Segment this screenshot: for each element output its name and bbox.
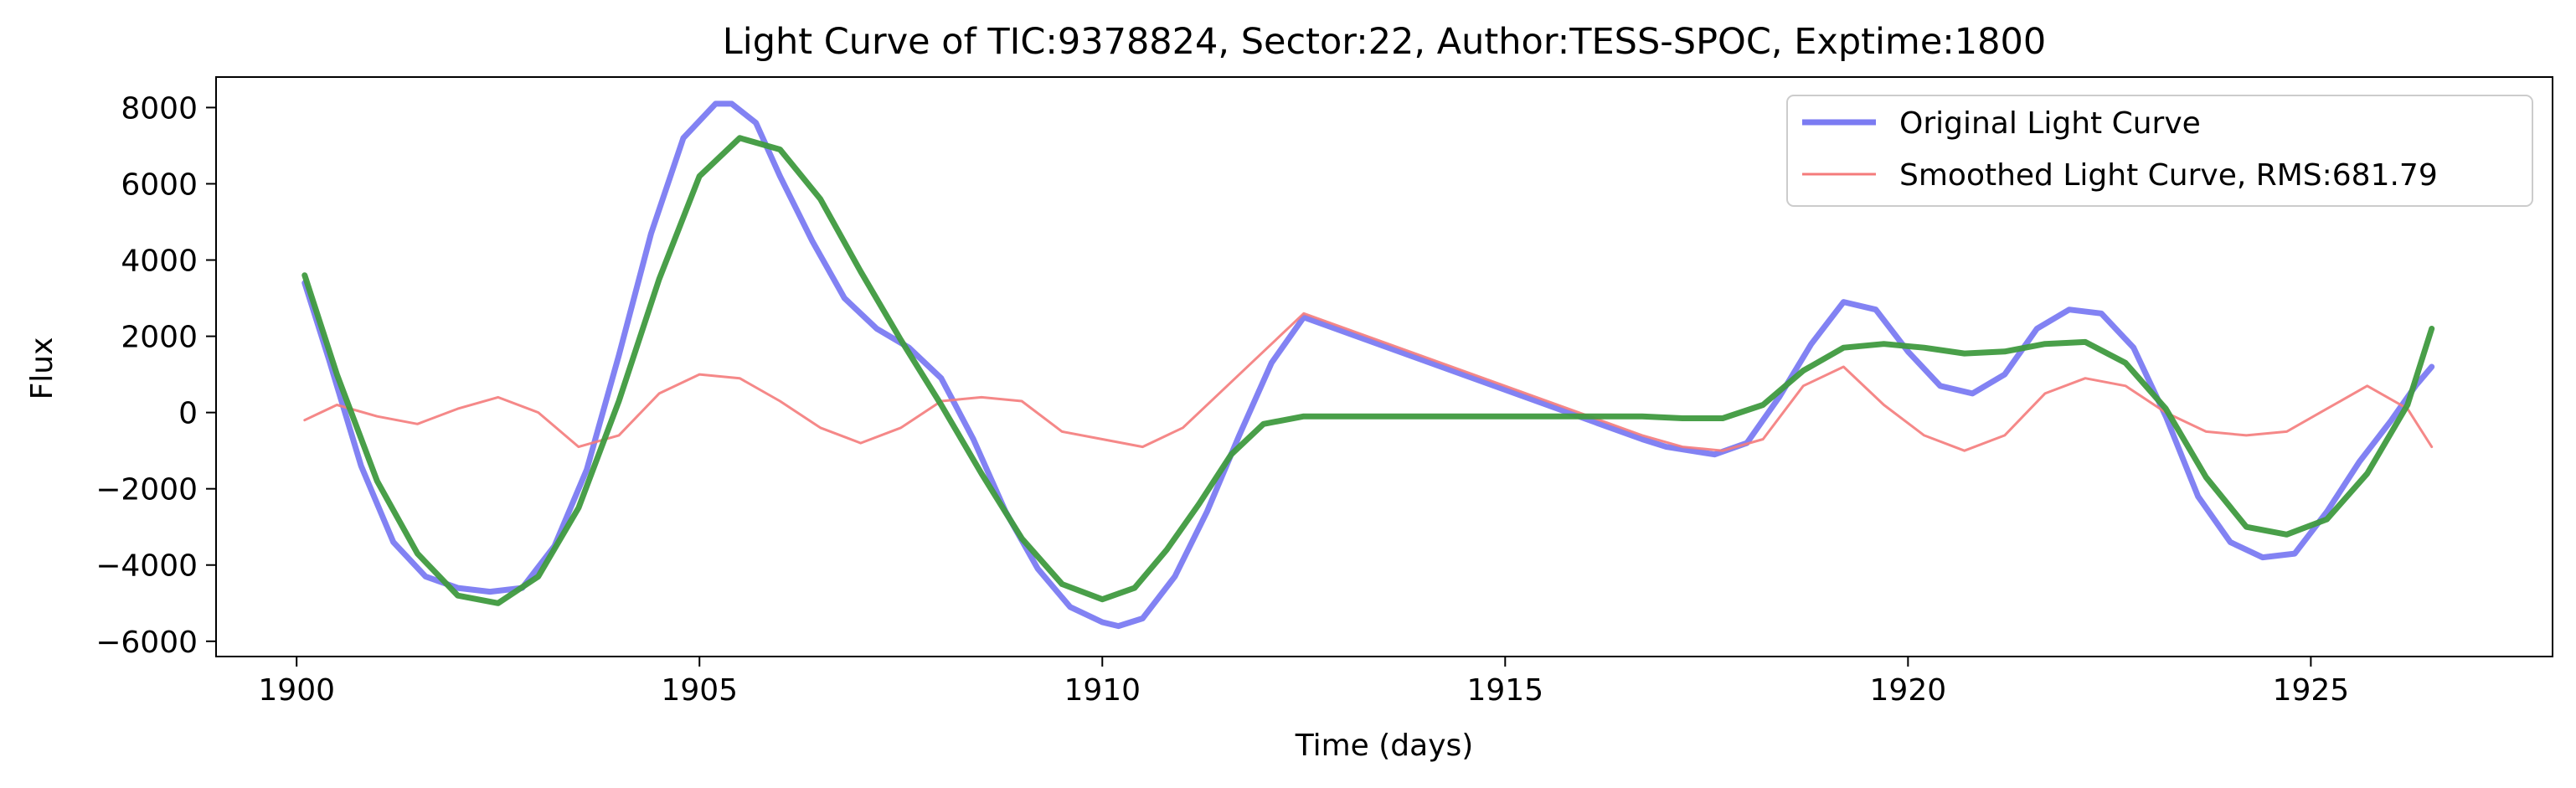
y-axis-label: Flux	[25, 337, 59, 400]
legend-label-smoothed: Smoothed Light Curve, RMS:681.79	[1899, 158, 2438, 193]
x-tick-label: 1920	[1870, 673, 1947, 708]
x-tick-label: 1915	[1466, 673, 1543, 708]
series-line-0	[301, 100, 2435, 630]
x-tick-label: 1900	[258, 673, 335, 708]
legend: Original Light Curve Smoothed Light Curv…	[1786, 95, 2533, 207]
y-tick-label: −2000	[95, 473, 198, 507]
x-axis: 1900 1905 1910 1915 1920 1925	[258, 657, 2349, 708]
plot-frame	[215, 76, 2553, 657]
x-tick-label: 1905	[661, 673, 738, 708]
y-tick-label: 6000	[121, 167, 198, 202]
plot-area: 1900 1905 1910 1915 1920 1925 −6000 −4000 −2000…	[95, 76, 2553, 708]
legend-box	[1786, 95, 2533, 207]
x-tick-label: 1925	[2273, 673, 2350, 708]
chart-title: Light Curve of TIC:9378824, Sector:22, A…	[723, 21, 2046, 63]
legend-label-original: Original Light Curve	[1899, 106, 2201, 141]
y-tick-label: −6000	[95, 626, 198, 660]
series-line-2	[301, 135, 2435, 606]
y-axis: −6000 −4000 −2000 0 2000 4000 6000 8000	[95, 91, 216, 660]
series-layer	[301, 100, 2435, 630]
y-tick-label: −4000	[95, 549, 198, 584]
x-tick-label: 1910	[1064, 673, 1141, 708]
y-tick-label: 2000	[121, 321, 198, 355]
y-tick-label: 8000	[121, 91, 198, 126]
x-axis-label: Time (days)	[1295, 729, 1474, 763]
y-tick-label: 0	[178, 397, 198, 431]
y-tick-label: 4000	[121, 245, 198, 279]
